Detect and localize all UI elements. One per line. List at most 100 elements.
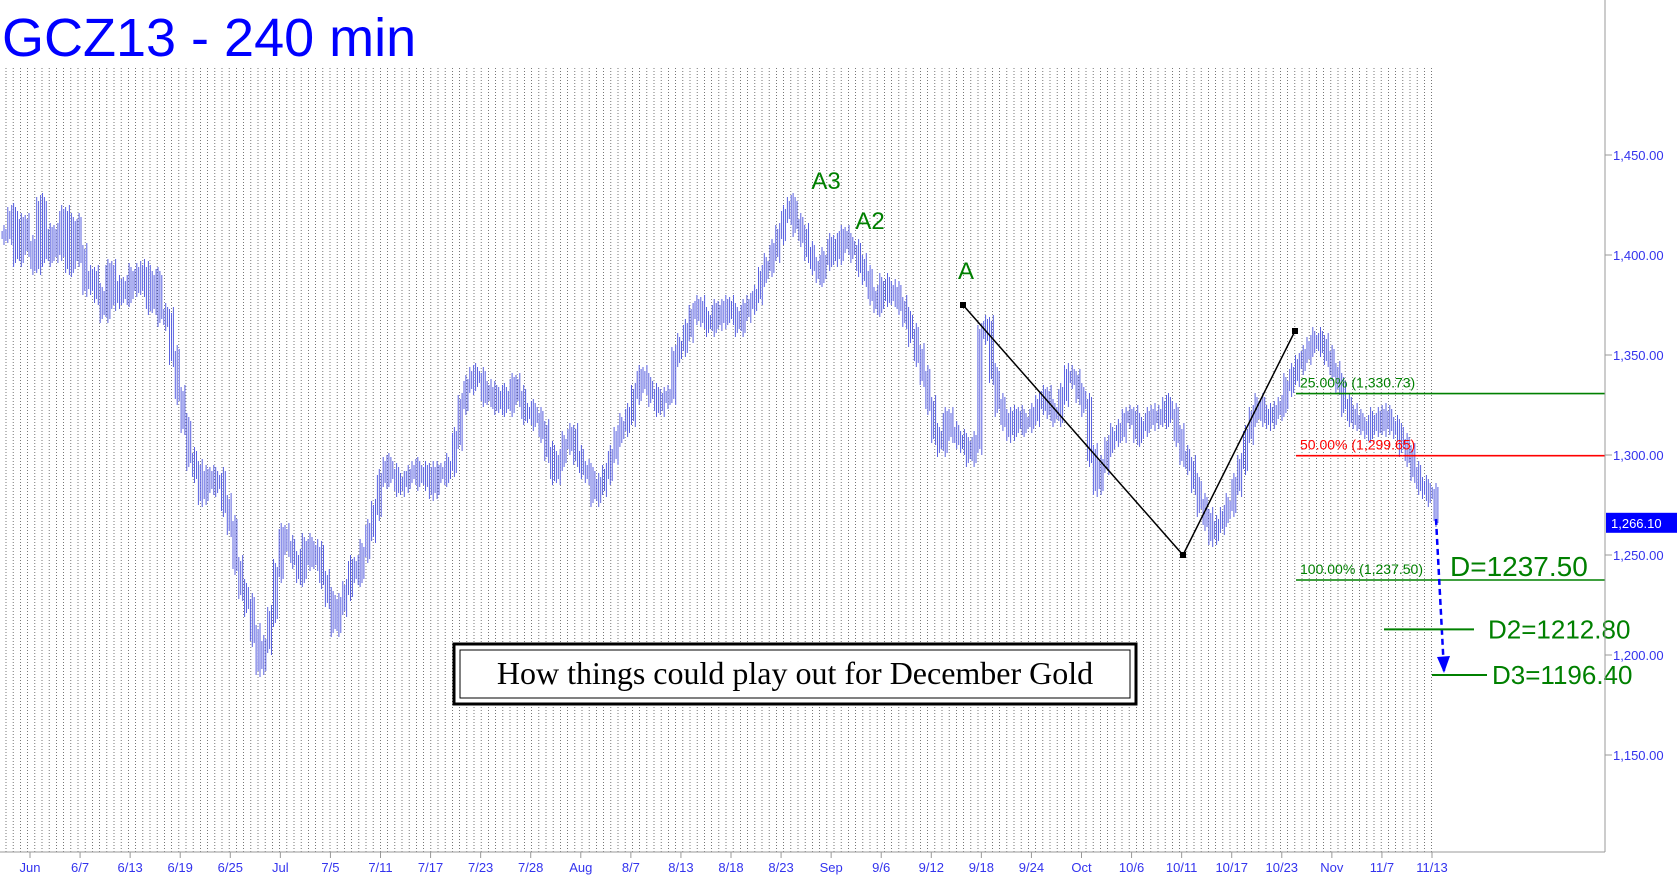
price-bar	[134, 263, 140, 297]
x-tick-label: 8/18	[718, 860, 743, 875]
price-bar	[446, 453, 451, 487]
pattern-point	[1180, 552, 1186, 558]
price-bar	[567, 423, 573, 455]
price-bar	[850, 233, 856, 263]
x-tick-label: 7/11	[368, 860, 392, 875]
price-bar	[804, 223, 809, 263]
price-bar	[642, 365, 648, 395]
price-bar	[492, 381, 498, 415]
price-bar	[648, 373, 654, 407]
price-bar	[1404, 433, 1410, 467]
price-bar	[82, 243, 88, 297]
price-bar	[1295, 353, 1300, 387]
price-bar	[763, 253, 769, 287]
price-bar	[781, 205, 786, 245]
fib-level-label: 25.00% (1,330.73)	[1300, 375, 1415, 391]
price-bar	[42, 193, 47, 267]
price-bar	[324, 569, 330, 609]
x-tick-label: 10/6	[1119, 860, 1144, 875]
price-bar	[833, 233, 838, 267]
price-bar	[423, 461, 428, 491]
price-bar	[902, 295, 908, 329]
price-bar	[1069, 365, 1075, 389]
price-bar	[919, 343, 925, 387]
price-bar	[861, 253, 867, 287]
y-tick-label: 1,450.00	[1613, 148, 1664, 163]
price-bar	[1185, 445, 1191, 475]
price-bar	[186, 413, 192, 471]
x-tick-label: 10/23	[1266, 860, 1299, 875]
price-bar	[405, 465, 411, 493]
price-bar	[1243, 425, 1248, 475]
price-bar	[913, 323, 919, 367]
price-bar	[36, 195, 42, 275]
price-bar	[307, 533, 313, 571]
price-bar	[1052, 399, 1058, 427]
price-bar	[440, 461, 446, 485]
price-bar	[76, 213, 82, 267]
price-bar	[174, 345, 180, 405]
price-bar	[723, 295, 729, 329]
x-tick-label: 8/7	[622, 860, 640, 875]
price-bar	[192, 447, 197, 483]
price-bar	[13, 203, 18, 267]
price-bar	[717, 299, 723, 331]
price-bar	[1035, 393, 1040, 427]
fib-levels: 25.00% (1,330.73) 50.00% (1,299.65) 100.00…	[1296, 375, 1605, 581]
price-bar	[417, 457, 423, 491]
price-bar	[232, 515, 238, 575]
price-bar	[330, 587, 336, 637]
price-bar	[584, 459, 590, 485]
x-tick-label: 6/19	[168, 860, 193, 875]
price-bar	[30, 235, 36, 275]
price-bar	[301, 533, 307, 587]
price-bar	[342, 579, 348, 617]
fib-level: 25.00% (1,330.73)	[1296, 375, 1605, 395]
price-bar	[706, 307, 711, 337]
price-bar	[561, 431, 567, 471]
price-bar	[607, 445, 613, 485]
price-bar	[579, 445, 584, 479]
price-bar	[810, 241, 815, 275]
price-bar	[758, 265, 763, 305]
price-bar	[1416, 461, 1422, 495]
price-bar	[1323, 333, 1329, 367]
price-bar	[711, 299, 717, 337]
price-bar	[827, 233, 833, 271]
price-bar	[908, 307, 913, 347]
price-bar	[47, 223, 53, 267]
price-bar	[602, 463, 607, 497]
price-bar	[550, 441, 555, 485]
swing-marker-a2: A2	[855, 208, 884, 235]
projection-line	[1434, 518, 1446, 672]
caption-box: How things could play out for December G…	[452, 642, 1138, 706]
y-tick-label: 1,150.00	[1613, 748, 1664, 763]
price-bar	[1410, 443, 1416, 483]
target-3: D3=1196.40	[1432, 660, 1632, 690]
y-tick-label: 1,300.00	[1613, 448, 1664, 463]
x-tick-label: 6/7	[71, 860, 89, 875]
price-bar	[671, 345, 677, 405]
price-bar	[336, 593, 342, 637]
price-bar	[1393, 415, 1398, 441]
price-bar	[452, 427, 457, 477]
x-tick-label: 7/28	[518, 860, 543, 875]
fib-level-label: 50.00% (1,299.65)	[1300, 437, 1415, 453]
price-bar	[1289, 363, 1295, 397]
price-bar	[965, 433, 971, 467]
price-bar	[157, 267, 163, 327]
price-bar	[740, 299, 746, 337]
pattern-point	[960, 302, 966, 308]
price-bar	[1075, 369, 1081, 405]
price-bar	[244, 579, 249, 617]
price-bar	[428, 461, 434, 501]
price-bar	[1248, 405, 1254, 445]
price-bar	[994, 363, 1000, 417]
price-bar	[400, 471, 405, 497]
price-bar	[122, 275, 128, 305]
price-bar	[879, 273, 885, 317]
target-2: D2=1212.80	[1384, 614, 1630, 644]
price-bar	[88, 265, 93, 295]
price-bar	[394, 463, 400, 497]
